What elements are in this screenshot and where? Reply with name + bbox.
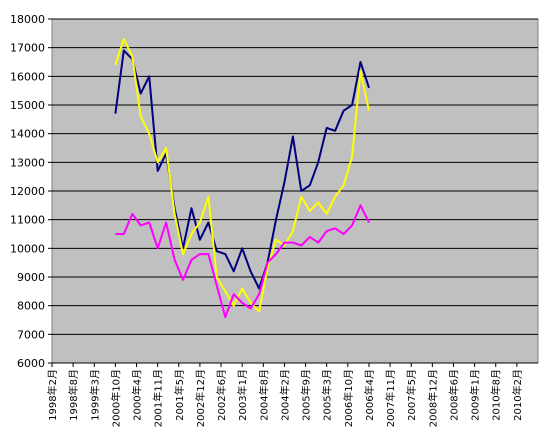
x-tick-label: 2000年4月 [131,369,144,421]
y-tick-label: 12000 [10,185,45,198]
x-tick-label: 2001年11月 [152,369,165,427]
x-tick-label: 2002年6月 [215,369,228,421]
x-tick-label: 2000年10月 [109,369,122,427]
x-tick-label: 2001年5月 [173,369,186,421]
x-tick-label: 1999年3月 [88,369,101,421]
x-tick-label: 2005年3月 [321,369,334,421]
x-tick-label: 2004年2月 [278,369,291,421]
series-line-1 [114,38,370,313]
x-tick-label: 2010年8月 [490,369,503,421]
y-tick-label: 6000 [17,357,45,370]
y-tick-label: 8000 [17,300,45,313]
y-tick-label: 17000 [10,42,45,55]
x-tick-label: 2010年2月 [511,369,524,421]
x-tick-label: 2007年11月 [384,369,397,427]
y-tick-label: 15000 [10,99,45,112]
x-tick-label: 1998年2月 [46,369,59,421]
x-tick-label: 2003年1月 [236,369,249,421]
series-line-0 [114,49,370,290]
series-lines [114,38,370,319]
series-line-2 [115,204,370,319]
y-tick-label: 16000 [10,70,45,83]
x-tick-label: 2006年10月 [342,369,355,427]
x-tick-label: 2008年12月 [426,369,439,427]
x-tick-label: 1998年8月 [67,369,80,421]
y-tick-label: 13000 [10,156,45,169]
x-axis-tick-labels: 1998年2月 1998年8月 1999年3月 2000年10月 2000年4月 2001… [46,369,524,427]
x-tick-label: 2006年4月 [363,369,376,421]
y-tick-label: 14000 [10,128,45,141]
y-tick-label: 11000 [10,214,45,227]
x-tick-label: 2009年1月 [469,369,482,421]
x-tick-label: 2005年9月 [300,369,313,421]
x-tick-label: 2002年12月 [194,369,207,427]
y-axis-tick-labels: 6000 7000 8000 9000 10000 11000 12000 13000 1400… [10,13,45,370]
y-tick-label: 9000 [17,271,45,284]
y-tick-label: 7000 [17,328,45,341]
x-tick-label: 2004年8月 [257,369,270,421]
x-tick-label: 2007年5月 [405,369,418,421]
y-tick-label: 10000 [10,242,45,255]
x-tick-label: 2008年6月 [447,369,460,421]
y-tick-label: 18000 [10,13,45,26]
